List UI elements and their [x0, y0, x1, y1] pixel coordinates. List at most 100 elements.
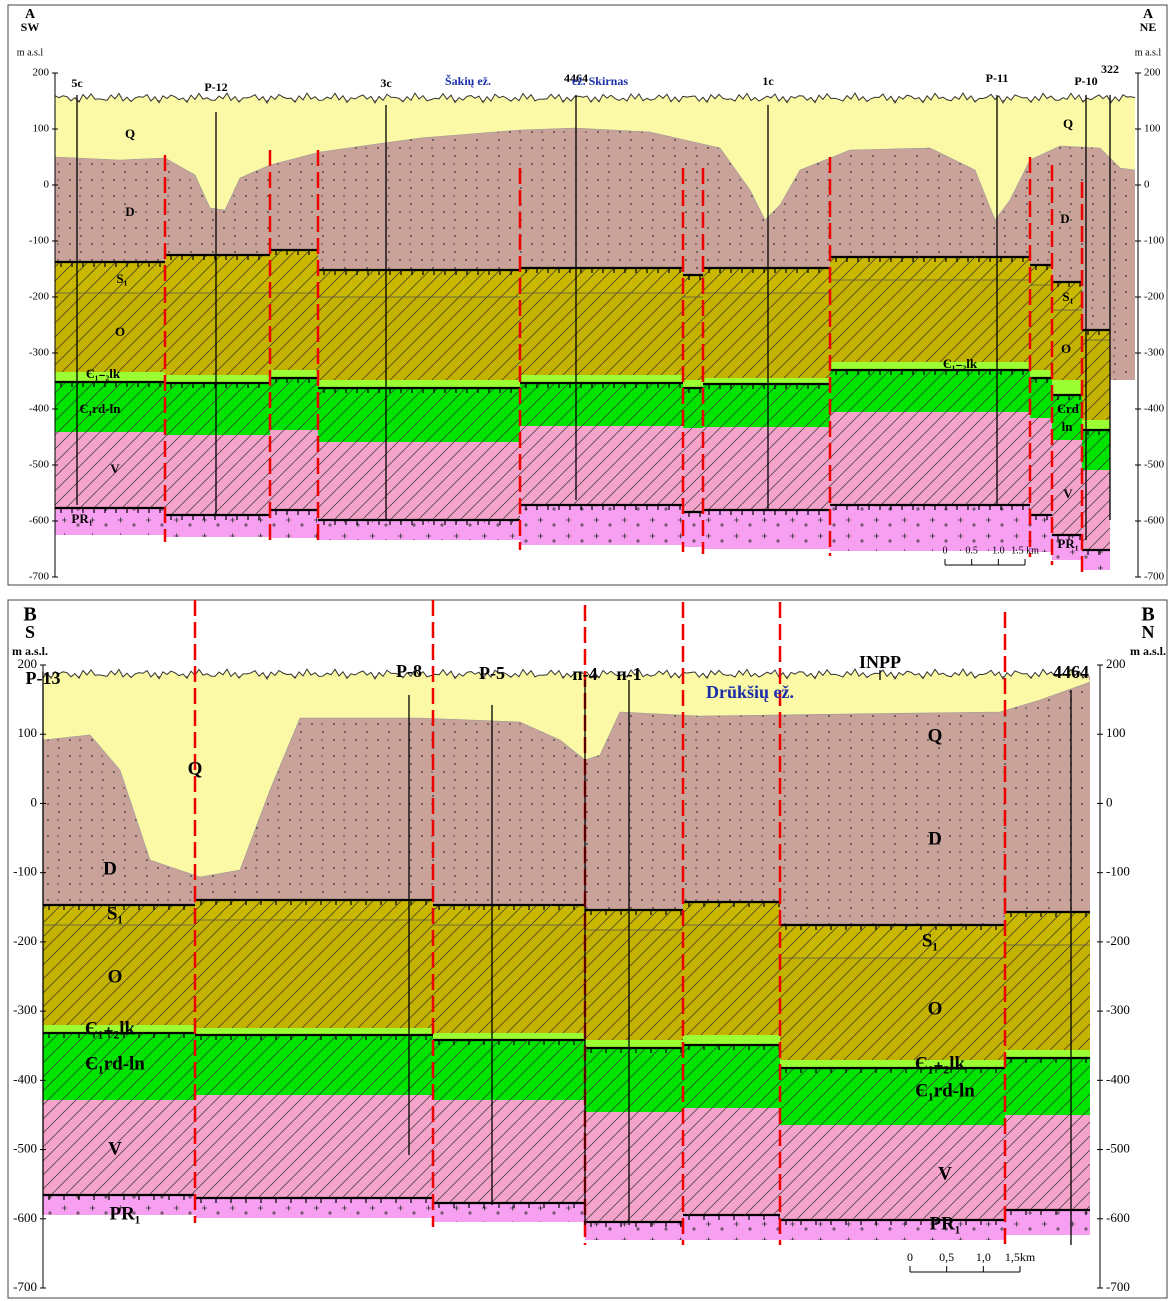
unit-rd-ln-pattern	[585, 1048, 683, 1112]
well-label: P-8	[396, 661, 422, 681]
y-tick-label: 100	[1106, 725, 1126, 740]
unit-rd-ln-pattern	[683, 388, 703, 428]
unit-caption: m a.s.l.	[1130, 644, 1166, 658]
y-tick-label: -200	[29, 291, 50, 303]
unit-v-pattern	[830, 412, 1030, 505]
unit-caption: m a.s.l.	[12, 644, 48, 658]
unit-rd-ln-pattern	[195, 1035, 433, 1095]
well-label: P-10	[1074, 74, 1097, 88]
well-label: п-1	[616, 664, 641, 684]
unit-lk	[1005, 1050, 1090, 1058]
unit-lk	[830, 362, 1030, 370]
unit-v-pattern	[195, 1095, 433, 1198]
unit-d-pattern	[1005, 676, 1090, 912]
cross-sections: 5cP-123c44641cP-11P-10322Šakių ež.ež. Sk…	[0, 0, 1175, 1301]
unit-v-pattern	[1005, 1115, 1090, 1210]
unit-s1-pattern	[1030, 265, 1052, 285]
unit-label: D	[1060, 211, 1069, 226]
unit-pr-pattern	[1005, 1210, 1090, 1235]
unit-v-pattern	[318, 442, 520, 520]
scale-label: 0,5	[939, 1250, 954, 1264]
scale-label: 1.0	[992, 545, 1005, 556]
y-tick-label: 100	[18, 725, 38, 740]
y-tick-label: -700	[1106, 1279, 1130, 1294]
unit-v-pattern	[683, 428, 703, 512]
unit-label: S₁	[107, 903, 123, 924]
unit-s1-pattern	[585, 910, 683, 930]
unit-label: V	[110, 461, 120, 476]
well-label: P-5	[479, 663, 505, 683]
unit-label: PR₁	[929, 1213, 960, 1234]
y-tick-label: -500	[1106, 1141, 1130, 1156]
unit-lk	[520, 375, 683, 383]
unit-o-pattern	[433, 925, 585, 1033]
y-tick-label: 200	[33, 67, 50, 79]
unit-rd-ln-pattern	[1005, 1058, 1090, 1115]
y-tick-label: -100	[1106, 864, 1130, 879]
unit-label: D	[125, 204, 134, 219]
y-tick-label: -600	[29, 515, 50, 527]
unit-label: D	[103, 858, 117, 879]
unit-v-pattern	[1030, 418, 1052, 515]
unit-v-pattern	[270, 430, 318, 510]
unit-label: O	[108, 966, 123, 987]
unit-label: D	[928, 828, 942, 849]
unit-o-pattern	[683, 297, 703, 380]
unit-lk	[165, 375, 270, 383]
unit-s1-pattern	[780, 925, 1005, 958]
well-label: 1c	[762, 74, 774, 88]
unit-label: O	[928, 998, 943, 1019]
unit-lk	[585, 1040, 683, 1048]
lake-label: Drūkšių ež.	[706, 682, 794, 702]
unit-label: S₁	[116, 271, 127, 286]
y-tick-label: -700	[13, 1279, 37, 1294]
unit-label: Q	[125, 126, 135, 141]
lake-label: ež. Skirnas	[572, 74, 628, 88]
well-label: 322	[1101, 62, 1119, 76]
unit-o-pattern	[585, 930, 683, 1040]
well-label: INPP	[859, 652, 901, 672]
unit-lk	[683, 1035, 780, 1045]
y-tick-label: -300	[13, 1002, 37, 1017]
y-tick-label: -600	[1106, 1210, 1130, 1225]
unit-lk	[683, 380, 703, 388]
scale-label: 0.5	[965, 545, 978, 556]
unit-o-pattern	[318, 297, 520, 380]
unit-o-pattern	[830, 280, 1030, 362]
unit-lk	[780, 1060, 1005, 1068]
y-tick-label: 0	[31, 794, 38, 809]
y-tick-label: 0	[44, 179, 50, 191]
unit-rd-ln-pattern	[318, 388, 520, 442]
y-tick-label: -700	[1144, 571, 1165, 583]
unit-rd-ln-pattern	[433, 1040, 585, 1100]
unit-s1-pattern	[703, 268, 830, 293]
unit-s1-pattern	[318, 270, 520, 297]
y-tick-label: -500	[29, 459, 50, 471]
unit-pr-pattern	[780, 1220, 1005, 1240]
unit-rd-ln-pattern	[703, 384, 830, 427]
scale-label: 0	[907, 1250, 913, 1264]
unit-rd-ln-pattern	[520, 383, 683, 426]
unit-v-pattern	[703, 427, 830, 510]
unit-v-pattern	[585, 1112, 683, 1222]
unit-pr-pattern	[270, 510, 318, 538]
y-tick-label: -400	[1144, 403, 1165, 415]
unit-label: O	[115, 324, 125, 339]
unit-label: V	[938, 1163, 952, 1184]
unit-lk	[318, 380, 520, 388]
unit-s1-pattern	[433, 905, 585, 925]
direction: NE	[1140, 20, 1157, 34]
unit-label: Є₁₊₂lk	[915, 1053, 966, 1074]
y-tick-label: -600	[13, 1210, 37, 1225]
y-tick-label: -600	[1144, 515, 1165, 527]
scale-label: 1.5 km	[1011, 545, 1039, 556]
unit-label: V	[1063, 486, 1073, 501]
unit-v-pattern	[683, 1108, 780, 1215]
unit-o-pattern	[270, 293, 318, 370]
unit-label: S₁	[1062, 289, 1073, 304]
well-label: P-11	[986, 71, 1009, 85]
y-tick-label: 0	[1106, 794, 1113, 809]
direction: S	[25, 622, 35, 642]
y-tick-label: 200	[1144, 67, 1161, 79]
well-label: 3c	[380, 76, 392, 90]
